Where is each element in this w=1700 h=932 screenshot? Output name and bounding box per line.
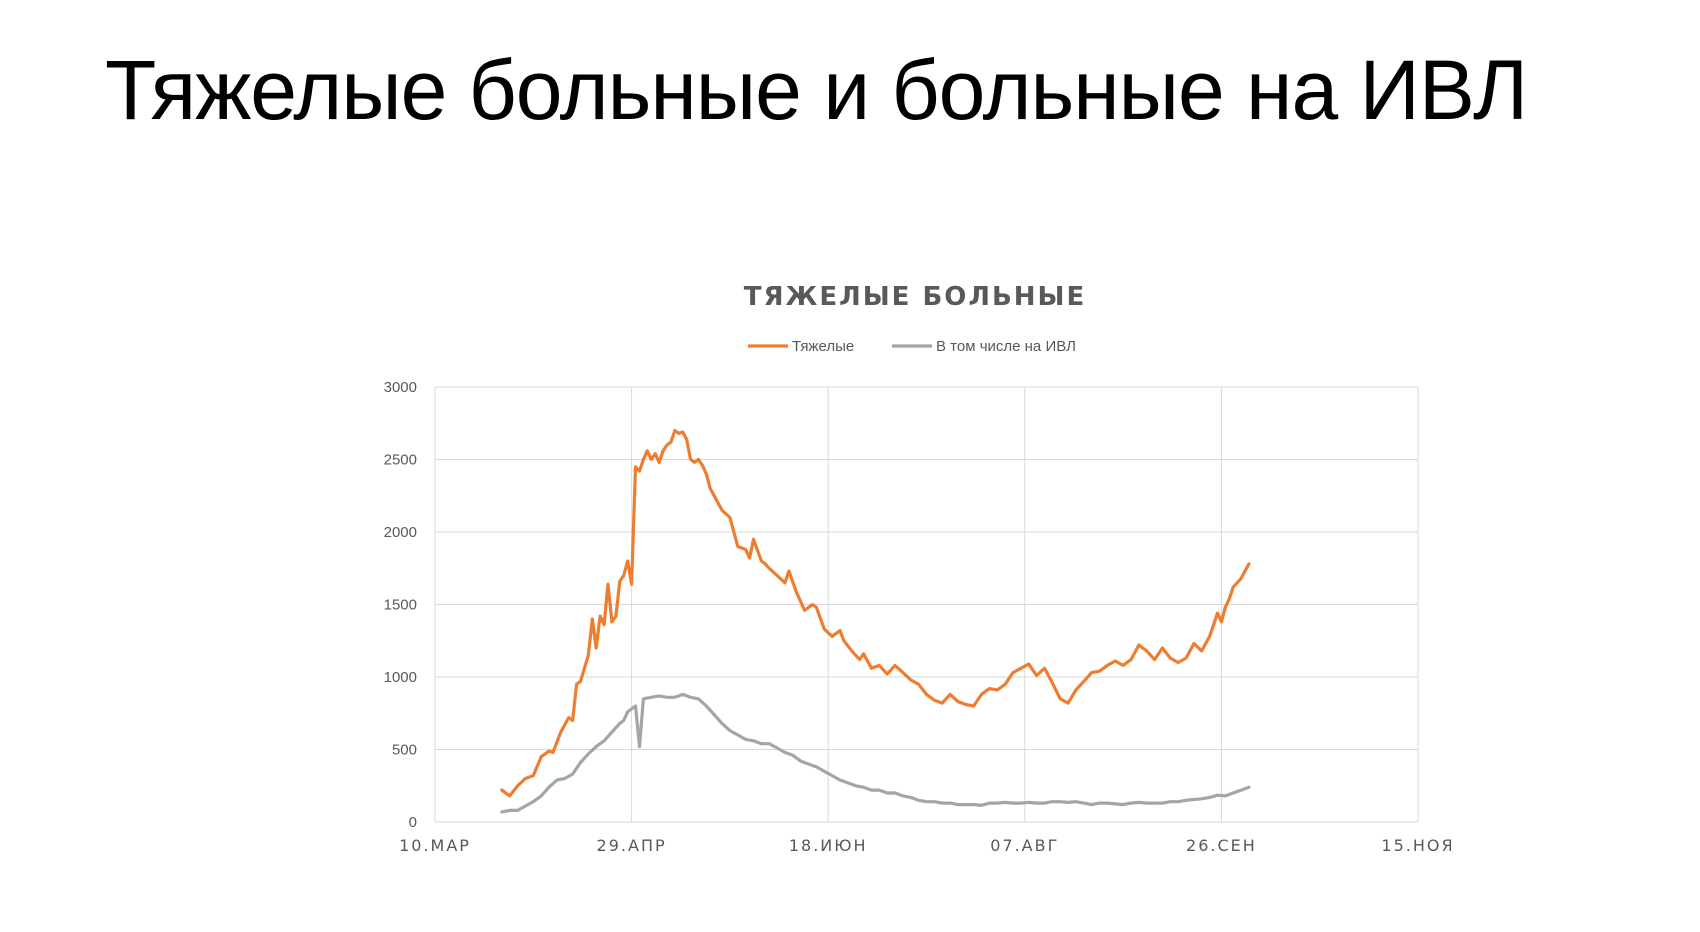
legend: Тяжелые В том числе на ИВЛ — [748, 338, 1076, 355]
y-axis-labels: 0 500 1000 1500 2000 2500 3000 — [384, 379, 417, 831]
y-tick-label: 0 — [409, 814, 417, 831]
y-tick-label: 3000 — [384, 379, 417, 396]
x-tick-label: 15.НОЯ — [1381, 836, 1454, 855]
chart-series — [500, 428, 1251, 814]
y-tick-label: 2000 — [384, 524, 417, 541]
chart-title: ТЯЖЕЛЫЕ БОЛЬНЫЕ — [744, 282, 1086, 312]
legend-label-0: Тяжелые — [792, 338, 854, 355]
series-line-0 — [500, 428, 1251, 798]
x-tick-label: 26.СЕН — [1186, 836, 1257, 855]
y-tick-label: 1000 — [384, 669, 417, 686]
legend-label-1: В том числе на ИВЛ — [936, 338, 1076, 355]
slide-title: Тяжелые больные и больные на ИВЛ — [105, 43, 1528, 137]
x-axis-labels: 10.МАР 29.АПР 18.ИЮН 07.АВГ 26.СЕН 15.НОЯ — [399, 836, 1454, 855]
y-tick-label: 500 — [392, 742, 417, 759]
x-tick-label: 10.МАР — [399, 836, 471, 855]
chart-grid — [434, 386, 1419, 823]
y-tick-label: 1500 — [384, 597, 417, 614]
x-tick-label: 29.АПР — [597, 836, 667, 855]
y-tick-label: 2500 — [384, 452, 417, 469]
x-tick-label: 07.АВГ — [990, 836, 1059, 855]
series-line-1 — [500, 692, 1251, 814]
x-tick-label: 18.ИЮН — [789, 836, 868, 855]
